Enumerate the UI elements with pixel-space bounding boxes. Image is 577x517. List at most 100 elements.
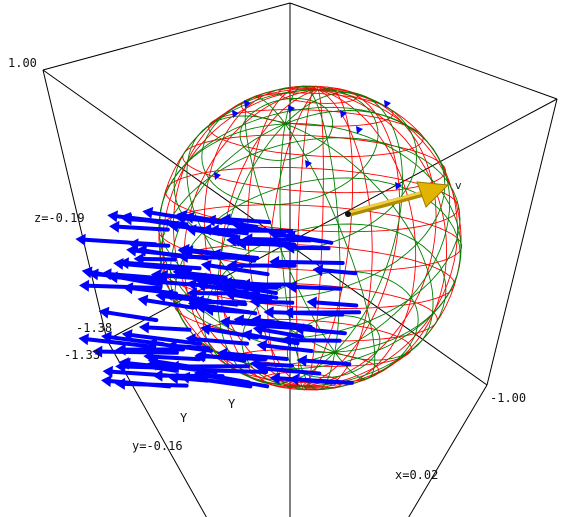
field-arrow-head xyxy=(101,331,112,344)
field-arrow-shaft xyxy=(100,349,179,355)
field-arrow-head xyxy=(81,266,93,279)
field-arrow-head xyxy=(219,316,231,329)
z-current-label: z=-0.19 xyxy=(34,211,85,225)
field-arrow-head xyxy=(138,321,150,334)
field-arrow-head xyxy=(179,371,191,384)
vector-name-label: v xyxy=(455,179,462,192)
x-min-tick-label: -1.00 xyxy=(490,391,526,405)
frame-edge xyxy=(42,69,488,386)
field-arrow-shaft xyxy=(232,293,273,303)
field-arrow-head xyxy=(119,357,131,370)
frame-edge xyxy=(486,98,558,386)
sphere-parallel-red xyxy=(240,92,394,127)
y-axis-name-label-2: Y xyxy=(180,411,188,425)
field-arrow-shaft xyxy=(154,362,218,375)
sphere-parallel-green xyxy=(201,86,379,206)
field-arrow-head xyxy=(98,306,110,319)
field-arrow-head xyxy=(155,290,167,303)
field-arrow-shaft xyxy=(186,247,240,258)
frame-edge xyxy=(42,69,108,341)
field-arrow-head xyxy=(256,339,268,352)
field-arrow-head xyxy=(288,373,300,386)
field-arrow-head xyxy=(284,241,295,254)
field-arrow-shaft xyxy=(134,248,209,261)
field-arrow-shaft xyxy=(211,308,251,315)
field-arrow-shaft xyxy=(163,294,239,307)
field-arrow-shaft xyxy=(206,374,270,389)
field-arrow-shaft xyxy=(89,270,160,287)
field-arrow-head xyxy=(249,358,260,370)
surface-arrow xyxy=(340,110,347,118)
sphere-meridian-red xyxy=(301,89,448,389)
field-arrow-shaft xyxy=(209,227,247,233)
y-axis-name-label: Y xyxy=(228,397,236,411)
field-arrow-shaft xyxy=(240,224,287,235)
surface-arrow xyxy=(305,160,312,168)
field-arrow-shaft xyxy=(250,237,312,243)
field-arrow-shaft xyxy=(225,351,289,361)
field-arrow-head xyxy=(121,213,132,226)
field-arrow-head xyxy=(128,238,139,251)
field-arrow-head xyxy=(200,259,212,272)
field-arrow-shaft xyxy=(109,379,172,389)
field-arrow-shaft xyxy=(145,298,195,310)
field-arrow-shaft xyxy=(151,354,202,362)
sphere-arrows-top xyxy=(214,100,402,190)
field-arrow-head xyxy=(166,340,177,353)
y-tick-label-a: -1.38 xyxy=(76,321,112,335)
field-arrow-shaft xyxy=(106,310,159,323)
field-arrow-head xyxy=(306,296,317,309)
field-arrow-shaft xyxy=(296,377,337,385)
highlight-vector-shaft xyxy=(345,191,425,217)
field-arrow-head xyxy=(79,279,90,292)
field-arrow-shaft xyxy=(301,327,347,336)
surface-arrow xyxy=(384,100,391,108)
field-arrow-shaft xyxy=(264,343,314,353)
field-arrow-head xyxy=(201,223,212,236)
field-arrow-head xyxy=(312,264,324,277)
vector-field-arrows xyxy=(75,206,362,390)
field-arrow-shaft xyxy=(203,279,266,292)
field-arrow-head xyxy=(249,295,260,308)
field-arrow-head xyxy=(147,358,158,371)
field-arrow-head xyxy=(152,369,163,382)
field-arrow-shaft xyxy=(228,217,272,225)
y-current-label: y=-0.16 xyxy=(132,439,183,453)
field-arrow-head xyxy=(133,253,144,265)
field-arrow-shaft xyxy=(193,282,226,291)
surface-arrow xyxy=(288,105,295,113)
sphere-parallel-red xyxy=(182,134,446,194)
field-arrow-head xyxy=(263,306,274,319)
field-arrow-head xyxy=(157,269,168,282)
field-arrow-shaft xyxy=(260,327,304,339)
field-arrow-shaft xyxy=(257,299,295,305)
field-arrow-head xyxy=(221,276,232,289)
field-arrow-shaft xyxy=(86,337,154,349)
highlight-vector-origin xyxy=(345,211,351,217)
sphere-parallel-red xyxy=(278,85,358,104)
surface-arrow xyxy=(232,110,239,118)
field-arrow-shaft xyxy=(129,333,203,346)
field-arrow-head xyxy=(109,220,120,233)
surface-arrow xyxy=(214,172,221,180)
highlight-vector-head xyxy=(416,181,450,208)
field-arrow-shaft xyxy=(304,358,352,367)
field-arrow-head xyxy=(137,294,149,307)
highlight-vector-v[interactable] xyxy=(345,181,450,217)
field-arrow-shaft xyxy=(241,318,307,329)
field-arrow-shaft xyxy=(264,366,322,376)
field-arrow-head xyxy=(293,323,305,336)
field-arrow-head xyxy=(113,258,124,270)
field-arrow-shaft xyxy=(208,263,270,277)
field-arrow-shaft xyxy=(314,300,359,308)
x-current-label: x=0.02 xyxy=(395,468,438,482)
field-arrow-shaft xyxy=(208,327,259,340)
field-arrow-shaft xyxy=(229,280,281,288)
field-arrow-shaft xyxy=(193,228,239,239)
field-arrow-shaft xyxy=(121,262,193,272)
field-arrow-head xyxy=(78,333,89,346)
field-arrow-head xyxy=(229,234,241,247)
field-arrow-shaft xyxy=(289,338,342,343)
